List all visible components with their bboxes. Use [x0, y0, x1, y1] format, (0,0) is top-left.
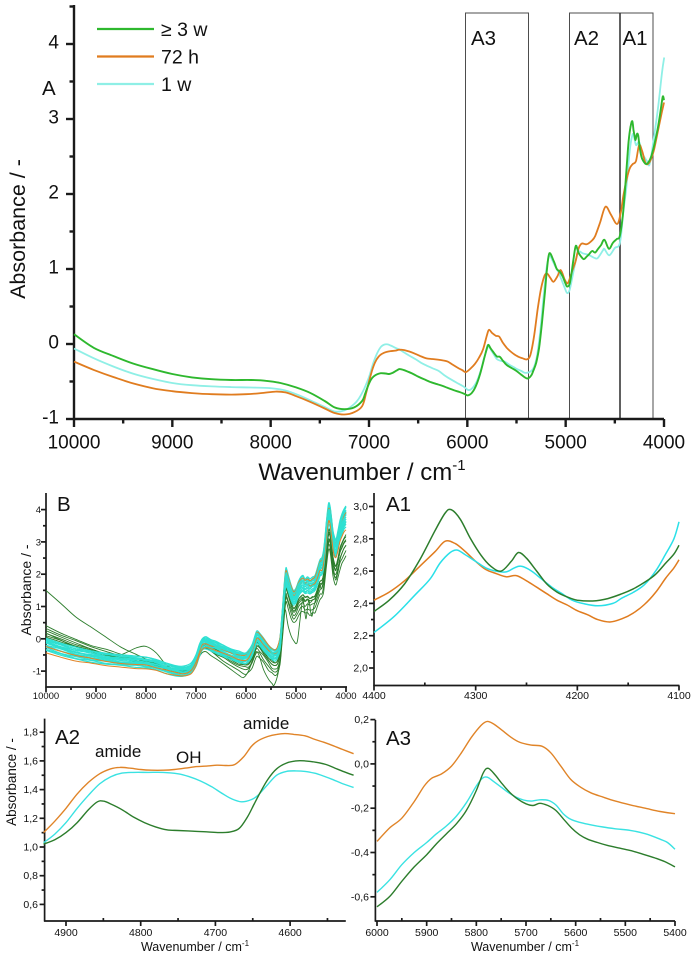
- svg-text:Absorbance / -: Absorbance / -: [18, 544, 34, 635]
- svg-text:-0,6: -0,6: [351, 891, 369, 903]
- svg-text:A1: A1: [386, 493, 411, 516]
- svg-text:7000: 7000: [185, 691, 206, 702]
- svg-text:4300: 4300: [464, 690, 488, 702]
- svg-text:-0,2: -0,2: [351, 803, 369, 815]
- svg-text:6000: 6000: [235, 691, 256, 702]
- svg-text:A2: A2: [574, 27, 599, 50]
- svg-text:0,8: 0,8: [23, 870, 38, 882]
- svg-text:2,6: 2,6: [353, 566, 368, 578]
- svg-text:5800: 5800: [465, 927, 489, 939]
- svg-text:Wavenumber / cm-1: Wavenumber / cm-1: [258, 457, 465, 486]
- svg-text:4800: 4800: [129, 927, 153, 939]
- svg-text:2,2: 2,2: [353, 630, 368, 642]
- svg-text:4600: 4600: [278, 927, 302, 939]
- svg-text:9000: 9000: [85, 691, 106, 702]
- svg-text:4900: 4900: [54, 927, 78, 939]
- svg-text:B: B: [57, 493, 71, 516]
- svg-text:10000: 10000: [48, 433, 101, 454]
- svg-text:Wavenumber / cm-1: Wavenumber / cm-1: [471, 939, 580, 954]
- svg-text:1 w: 1 w: [161, 74, 192, 96]
- svg-text:4000: 4000: [335, 691, 356, 702]
- svg-text:5400: 5400: [663, 927, 687, 939]
- svg-text:amide: amide: [95, 742, 141, 761]
- svg-text:10000: 10000: [33, 691, 59, 702]
- svg-text:1,2: 1,2: [23, 813, 38, 825]
- svg-text:A1: A1: [623, 27, 648, 50]
- svg-text:1,0: 1,0: [23, 842, 38, 854]
- svg-text:4000: 4000: [643, 433, 685, 454]
- svg-text:0: 0: [36, 634, 41, 645]
- svg-text:1: 1: [48, 258, 59, 279]
- svg-text:-1: -1: [42, 408, 59, 429]
- svg-text:5500: 5500: [614, 927, 638, 939]
- svg-text:A2: A2: [55, 726, 80, 749]
- svg-text:4200: 4200: [566, 690, 590, 702]
- svg-text:5000: 5000: [545, 433, 587, 454]
- svg-text:4: 4: [48, 33, 59, 54]
- svg-text:0,0: 0,0: [354, 758, 369, 770]
- svg-text:1: 1: [36, 602, 41, 613]
- svg-text:3: 3: [48, 108, 59, 129]
- svg-text:A: A: [42, 77, 56, 100]
- svg-text:Wavenumber / cm-1: Wavenumber / cm-1: [141, 939, 250, 954]
- svg-text:2,4: 2,4: [353, 598, 368, 610]
- svg-text:72 h: 72 h: [161, 47, 199, 69]
- svg-text:A3: A3: [386, 727, 411, 750]
- svg-text:5900: 5900: [415, 927, 439, 939]
- svg-text:-1: -1: [33, 667, 41, 678]
- svg-text:6000: 6000: [365, 927, 389, 939]
- svg-text:0,6: 0,6: [23, 899, 38, 911]
- svg-text:9000: 9000: [151, 433, 193, 454]
- svg-text:2: 2: [48, 183, 59, 204]
- svg-text:4700: 4700: [204, 927, 228, 939]
- svg-text:5700: 5700: [514, 927, 538, 939]
- svg-text:0: 0: [48, 333, 59, 354]
- svg-text:Absorbance / -: Absorbance / -: [6, 159, 30, 299]
- svg-text:1,4: 1,4: [23, 784, 38, 796]
- svg-text:Absorbance / -: Absorbance / -: [4, 738, 19, 826]
- svg-text:6000: 6000: [446, 433, 488, 454]
- svg-text:4400: 4400: [362, 690, 386, 702]
- svg-text:1,6: 1,6: [23, 755, 38, 767]
- svg-text:-0,4: -0,4: [351, 847, 369, 859]
- svg-text:8000: 8000: [250, 433, 292, 454]
- svg-text:4: 4: [36, 505, 41, 516]
- svg-text:5000: 5000: [285, 691, 306, 702]
- svg-text:amide: amide: [243, 714, 289, 733]
- svg-text:3: 3: [36, 537, 41, 548]
- svg-text:8000: 8000: [135, 691, 156, 702]
- svg-text:≥ 3 w: ≥ 3 w: [161, 19, 208, 41]
- svg-text:4100: 4100: [667, 690, 691, 702]
- svg-text:7000: 7000: [348, 433, 390, 454]
- svg-text:3,0: 3,0: [353, 501, 368, 513]
- svg-text:2: 2: [36, 570, 41, 581]
- svg-text:OH: OH: [176, 748, 202, 767]
- svg-text:0,2: 0,2: [354, 714, 369, 726]
- svg-text:A3: A3: [471, 27, 496, 50]
- svg-text:2,8: 2,8: [353, 533, 368, 545]
- svg-text:1,8: 1,8: [23, 727, 38, 739]
- svg-text:2,0: 2,0: [353, 663, 368, 675]
- svg-text:5600: 5600: [564, 927, 588, 939]
